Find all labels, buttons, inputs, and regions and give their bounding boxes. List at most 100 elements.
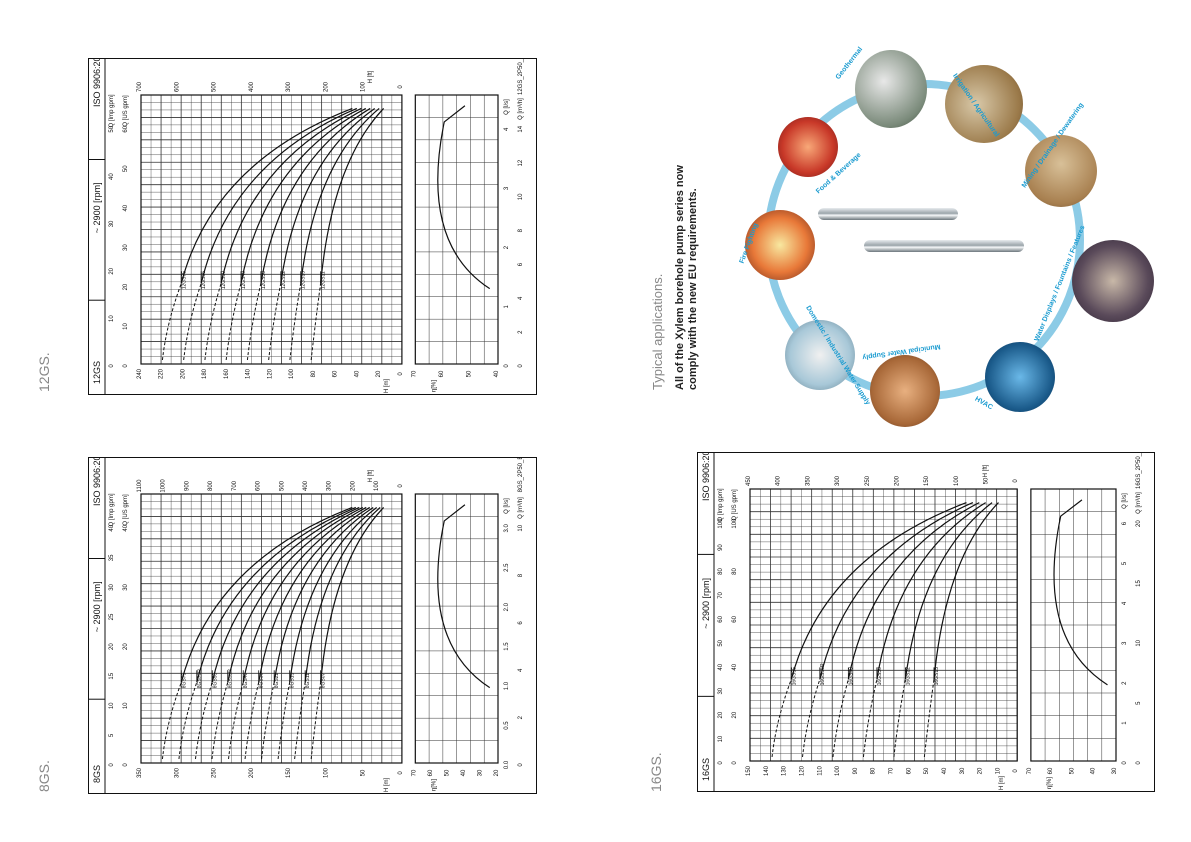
p16-hm-tick: 10 [995, 767, 1001, 774]
p8-q-tick-0: 3.0 [504, 523, 510, 532]
p12-curve-label: 12GS22 [281, 271, 287, 290]
p12-q2-tick-1: 0 [123, 364, 129, 368]
p8-curve [304, 506, 381, 683]
p12-hm-tick: 80 [311, 370, 317, 377]
p8-eta-tick: 70 [411, 769, 417, 776]
p16-curve-label: 16GS30 [877, 667, 883, 686]
p16-q-tick-0: 2 [1122, 681, 1128, 685]
p16-eta-tick: 40 [1091, 767, 1097, 774]
p16-hft-tick: 450 [746, 475, 752, 486]
p8-curve-label: 8GS75R [197, 669, 203, 689]
p12-curve [180, 107, 353, 284]
p16-q-tick-0: 0 [1122, 761, 1128, 765]
section-label-8gs: 8GS. [36, 760, 52, 792]
p8-curve-label: 8GS40 [243, 673, 249, 689]
p12-q-tick-0: 3 [504, 186, 510, 190]
p16-header-2: ISO 9906:2012 - Grade 3B [701, 453, 711, 501]
p16-axis-qimp: Q [Imp gpm] [718, 488, 724, 521]
p12-curve [200, 107, 358, 284]
p8-q-tick-0: 0.5 [504, 721, 510, 730]
p16-curve-label: 16GS55R [820, 663, 826, 685]
p8-hm-tick: 50 [361, 769, 367, 776]
p12-efficiency-curve [437, 105, 491, 290]
p8-q2-tick-0: 0 [109, 763, 115, 767]
p16-curve [847, 502, 980, 680]
p12-eta-tick: 40 [494, 370, 500, 377]
p16-hm-tick: 140 [764, 765, 770, 776]
bubble-food [778, 117, 838, 177]
p16-hft-tick: 150 [924, 475, 930, 486]
p8-q2-tick-0: 40 [109, 524, 115, 531]
bubble-geothermal [855, 50, 927, 128]
p8-svg: 8GS ~ 2900 [rpm] ISO 9906:2012 - Grade 3B 0… [89, 458, 524, 793]
p12-hm-tick: 240 [137, 368, 143, 379]
p8-axis-hft: H [ft] [368, 469, 374, 482]
p16-q2-tick-0: 20 [718, 711, 724, 718]
p8-curve-label: 8GS30 [259, 673, 265, 689]
p8-curve [227, 506, 364, 683]
p8-axis-qimp: Q [Imp gpm] [109, 493, 115, 526]
p16-q-tick-0: 5 [1122, 561, 1128, 565]
p16-hft-tick: 50 [984, 477, 990, 484]
p8-eta-grid [415, 493, 499, 764]
p16-q-tick-0: 1 [1122, 721, 1128, 725]
headline-line-1: All of the Xylem borehole pump series no… [674, 165, 686, 390]
p16-hm-tick: 120 [799, 765, 805, 776]
p8-q-tick-0: 2.0 [504, 602, 510, 611]
p12-header-2: ISO 9906:2012 - Grade 3B [92, 59, 102, 107]
p12-q-tick-0: 0 [504, 364, 510, 368]
p8-q2-tick-0: 25 [109, 613, 115, 620]
p8-eta-tick: 40 [461, 769, 467, 776]
p12-q2-tick-0: 20 [109, 267, 115, 274]
p12-q2-tick-1: 30 [123, 244, 129, 251]
p8-curve-label: 8GS55R [228, 669, 234, 689]
p8-q-tick-1: 2 [518, 715, 524, 719]
p12-q-tick-0: 4 [504, 127, 510, 131]
p12-hm-tick: 0 [398, 372, 404, 376]
bubble-municipal [870, 355, 940, 427]
p8-q2-tick-0: 35 [109, 554, 115, 561]
p12-grid [140, 94, 403, 365]
p16-hm-tick: 40 [942, 767, 948, 774]
p8-header-2: ISO 9906:2012 - Grade 3B [92, 458, 102, 506]
p16-hm-tick: 0 [1013, 769, 1019, 773]
p8-q2-tick-1: 10 [123, 702, 129, 709]
p12-curve-label: 12GS50 [221, 271, 227, 290]
p16-svg: 16GS ~ 2900 [rpm] ISO 9906:2012 - Grade 3B… [698, 453, 1142, 791]
p16-q2-tick-0: 30 [718, 687, 724, 694]
p8-hft-tick: 400 [303, 480, 309, 491]
p16-eta-grid [1030, 488, 1117, 762]
p16-axis-qm3h: Q [m³/h] [1136, 492, 1142, 514]
p16-hm-tick: 60 [906, 767, 912, 774]
p12-q2-tick-0: 50 [109, 125, 115, 132]
chart-panel-12gs: 12GS ~ 2900 [rpm] ISO 9906:2012 - Grade 3B… [88, 58, 537, 395]
p12-header-1: ~ 2900 [rpm] [92, 182, 102, 233]
p12-axis-hm: H [m] [384, 379, 390, 394]
p16-q-tick-1: 10 [1136, 639, 1142, 646]
p8-q2-tick-1: 0 [123, 763, 129, 767]
p8-curve-label: 8GS75 [181, 673, 187, 689]
p16-hm-tick: 100 [835, 765, 841, 776]
p8-q-tick-1: 8 [518, 573, 524, 577]
p16-q2-tick-0: 40 [718, 663, 724, 670]
p12-q-tick-0: 2 [504, 245, 510, 249]
p12-eta-tick: 60 [439, 370, 445, 377]
p8-q2-tick-0: 30 [109, 583, 115, 590]
p12-axis-qimp: Q [Imp gpm] [109, 94, 115, 127]
p12-curve [320, 108, 385, 284]
p8-curve-label: 8GS07 [321, 673, 327, 689]
p8-curve-label: 8GS11 [305, 673, 311, 688]
p16-curve-label: 16GS55 [791, 667, 797, 686]
p8-hm-tick: 300 [174, 767, 180, 778]
p8-hm-tick: 350 [137, 767, 143, 778]
p12-svg: 12GS ~ 2900 [rpm] ISO 9906:2012 - Grade 3B… [89, 59, 524, 394]
p8-hm-tick: 150 [286, 767, 292, 778]
p8-curve [242, 506, 367, 683]
p16-efficiency-curve [1053, 499, 1108, 686]
p12-q2-tick-0: 40 [109, 173, 115, 180]
p8-q2-tick-0: 15 [109, 672, 115, 679]
p8-hft-tick: 200 [350, 480, 356, 491]
p16-q2-tick-0: 100 [718, 518, 724, 529]
bubble-fire [745, 210, 815, 280]
p16-curve-label: 16GS22 [905, 667, 911, 686]
